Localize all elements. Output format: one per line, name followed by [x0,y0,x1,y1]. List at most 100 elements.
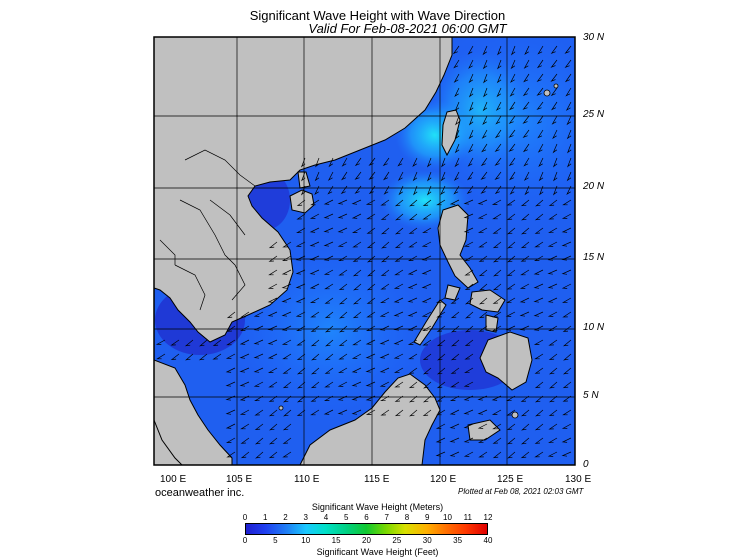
wave-direction-arrow [561,213,572,219]
wave-direction-arrow [463,381,474,387]
wave-direction-arrow [323,395,334,401]
wave-direction-arrow [547,269,558,275]
wave-direction-arrow [351,381,362,387]
wave-direction-arrow [477,409,488,415]
wave-direction-arrow [491,395,502,401]
wave-direction-arrow [464,255,474,262]
wave-direction-arrow [477,213,488,219]
wave-direction-arrow [341,157,348,167]
wave-direction-arrow [495,101,502,111]
wave-direction-arrow [366,241,376,249]
wave-direction-arrow [539,185,544,196]
wave-direction-arrow [407,325,418,331]
wave-direction-arrow [393,297,404,303]
wave-direction-arrow [479,283,488,291]
wave-direction-arrow [314,171,320,182]
wave-direction-arrow [338,269,348,276]
wave-direction-arrow [351,199,362,205]
wave-direction-arrow [239,353,250,359]
taiwan [441,109,461,157]
wave-direction-arrow [394,269,404,276]
wave-direction-arrow [449,423,460,429]
wave-direction-arrow [170,353,180,360]
wave-direction-arrow [383,171,390,181]
wave-direction-arrow [268,269,278,276]
wave-direction-arrow [253,367,264,373]
wave-direction-arrow [519,283,530,289]
lat-label-30n: 30 N [583,32,605,43]
wave-direction-arrow [337,409,348,415]
wave-direction-arrow [481,143,488,153]
wave-direction-arrow [463,409,474,415]
wave-direction-arrow [483,87,488,98]
wave-direction-arrow [212,339,222,346]
wave-direction-arrow [436,325,446,332]
wave-direction-arrow [533,283,544,289]
wave-direction-arrow [226,311,236,319]
wave-direction-arrow [380,297,390,304]
wave-direction-arrow [300,157,306,168]
wave-direction-arrow [394,409,404,417]
wave-direction-arrow [296,367,306,375]
lon-label-130e: 130 E [565,474,592,485]
wave-direction-arrow [281,325,292,331]
wave-direction-arrow [533,255,544,261]
wave-direction-arrow [464,367,474,374]
legend-meters-tick: 7 [384,513,389,522]
wave-direction-arrow [450,367,460,374]
wave-direction-arrow [468,87,474,98]
wave-direction-arrow [394,241,404,249]
wave-direction-arrow [325,339,334,347]
credit-text: oceanweather inc. [155,487,245,499]
wave-direction-arrow [509,185,516,195]
wave-direction-arrow [548,395,558,403]
wave-direction-arrow [536,115,544,125]
wave-direction-arrow [352,255,362,262]
wave-direction-arrow [492,241,502,249]
legend-meters-tick: 12 [483,513,493,522]
wave-direction-arrow [379,339,390,345]
wave-direction-arrow [520,241,530,249]
wave-direction-arrow [351,213,362,219]
wave-direction-arrow [562,409,572,416]
wave-direction-arrow [351,367,362,373]
wave-direction-arrow [464,297,474,305]
wave-direction-arrow [548,227,558,234]
wave-direction-arrow [408,213,418,221]
wave-direction-arrow [311,353,320,361]
wave-direction-arrow [494,171,502,180]
wave-direction-arrow [269,423,278,431]
wave-direction-arrow [483,73,488,84]
wave-direction-arrow [463,395,474,401]
wave-direction-arrow [478,451,488,458]
wave-direction-arrow [496,87,502,98]
wave-direction-arrow [337,199,348,205]
legend-meters-title: Significant Wave Height (Meters) [311,502,444,512]
wave-direction-arrow [497,45,502,56]
mindanao [479,331,533,391]
wave-direction-arrow [398,185,404,196]
wave-direction-arrow [547,283,558,289]
wave-direction-arrow [394,199,404,207]
wave-direction-arrow [309,241,320,247]
wave-direction-arrow [268,255,278,262]
wave-direction-arrow [435,297,446,304]
wave-direction-arrow [338,353,348,360]
wave-direction-arrow [282,423,292,431]
wave-direction-arrow [506,213,516,220]
wave-direction-arrow [492,283,502,291]
wave-direction-arrow [510,59,516,70]
wave-direction-arrow [551,115,558,125]
wave-direction-arrow [407,297,418,303]
wave-direction-arrow [268,437,278,445]
wave-direction-arrow [494,143,502,152]
wave-direction-arrow [296,227,306,234]
wave-direction-arrow [366,213,376,220]
wave-direction-arrow [463,437,474,443]
wave-direction-arrow [495,115,502,125]
wave-direction-arrow [393,325,404,331]
wave-direction-arrow [548,367,558,375]
wave-direction-arrow [253,353,264,359]
wave-direction-arrow [255,451,264,459]
legend-meters-tick: 8 [404,513,410,522]
